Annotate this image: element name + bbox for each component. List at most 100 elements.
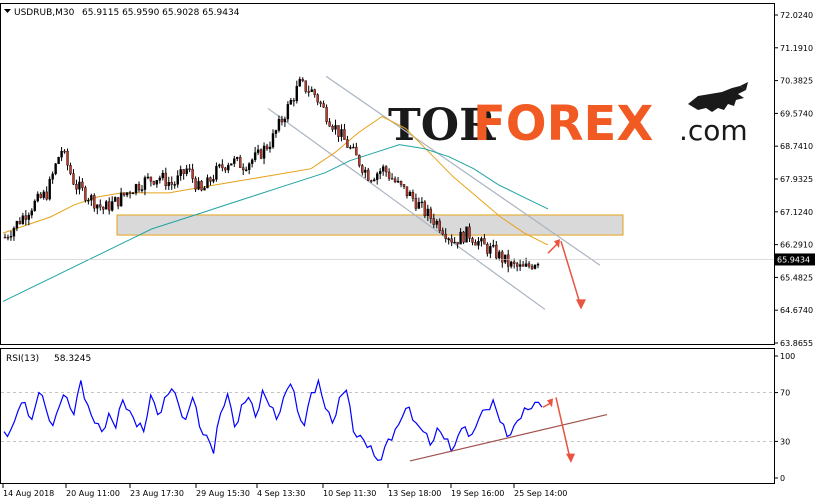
candle-body bbox=[93, 195, 96, 209]
candle-body bbox=[387, 171, 391, 179]
candle-body bbox=[84, 187, 87, 201]
price-layer bbox=[2, 75, 774, 310]
candle-body bbox=[298, 79, 301, 87]
candle-body bbox=[352, 146, 355, 149]
candle-body bbox=[200, 180, 203, 191]
candle-body bbox=[242, 167, 245, 171]
candle-body bbox=[378, 171, 382, 174]
candle-body bbox=[182, 169, 185, 175]
candle-body bbox=[108, 201, 111, 211]
candle-body bbox=[105, 201, 108, 210]
candle-body bbox=[54, 163, 57, 175]
candle-body bbox=[349, 147, 352, 149]
candle-body bbox=[140, 189, 144, 191]
x-axis-tick-label: 13 Sep 18:00 bbox=[388, 489, 441, 498]
rsi-value: 58.3245 bbox=[54, 354, 91, 364]
candle-body bbox=[167, 182, 170, 187]
candle-body bbox=[355, 146, 358, 156]
candle-body bbox=[125, 192, 129, 196]
candle-body bbox=[247, 163, 251, 170]
candle-body bbox=[331, 126, 334, 130]
candle-body bbox=[209, 177, 212, 182]
candle-body bbox=[63, 150, 66, 153]
candle-body bbox=[337, 125, 340, 137]
candle-body bbox=[423, 201, 427, 216]
candle-body bbox=[12, 227, 16, 237]
candle-body bbox=[307, 91, 310, 93]
candle-body bbox=[110, 201, 114, 211]
candle-body bbox=[283, 118, 287, 123]
candle-body bbox=[322, 103, 325, 108]
candle-body bbox=[390, 178, 394, 180]
candle-body bbox=[60, 150, 63, 158]
candle-body bbox=[358, 154, 361, 166]
candle-body bbox=[113, 197, 117, 202]
candle-body bbox=[489, 246, 492, 254]
price-y-tick-label: 67.9325 bbox=[780, 175, 813, 184]
candle-body bbox=[510, 261, 513, 267]
candle-body bbox=[265, 145, 269, 150]
rsi-forecast-up-arrowhead bbox=[547, 398, 553, 408]
forecast-up-arrow bbox=[547, 242, 559, 254]
ohlc-values: 65.9115 65.9590 65.9028 65.9434 bbox=[82, 8, 240, 18]
candle-body bbox=[432, 218, 435, 225]
candle-body bbox=[435, 220, 438, 225]
candle-body bbox=[78, 181, 81, 190]
logo-part-tor: TOR bbox=[388, 100, 496, 151]
candle-body bbox=[253, 152, 257, 161]
x-axis-tick-label: 19 Sep 16:00 bbox=[451, 489, 504, 498]
price-y-tick-label: 64.6740 bbox=[780, 306, 813, 315]
candle-body bbox=[468, 226, 471, 239]
candle-body bbox=[420, 201, 424, 204]
x-axis-tick-label: 4 Sep 13:30 bbox=[257, 489, 305, 498]
candle-body bbox=[36, 193, 39, 202]
candle-body bbox=[289, 100, 293, 105]
x-axis-tick-label: 25 Sep 14:00 bbox=[514, 489, 567, 498]
candle-body bbox=[24, 215, 28, 220]
candle-body bbox=[530, 265, 534, 269]
channel-lower-line bbox=[267, 107, 546, 310]
candle-body bbox=[381, 166, 385, 172]
candle-body bbox=[536, 263, 540, 266]
rsi-layer bbox=[1, 378, 774, 463]
candle-body bbox=[185, 168, 188, 175]
candle-body bbox=[39, 193, 42, 198]
candle-body bbox=[116, 197, 120, 207]
triangle-down-icon[interactable] bbox=[4, 9, 11, 13]
moving-average-line bbox=[2, 144, 549, 302]
candle-body bbox=[99, 204, 102, 208]
price-y-tick-label: 70.3825 bbox=[780, 77, 813, 86]
x-axis-tick-label: 14 Aug 2018 bbox=[3, 489, 54, 498]
candle-body bbox=[227, 164, 230, 171]
candle-body bbox=[474, 242, 477, 246]
candle-body bbox=[512, 261, 516, 264]
candle-body bbox=[158, 177, 162, 181]
candle-body bbox=[236, 157, 239, 159]
price-y-tick-label: 66.2910 bbox=[780, 241, 813, 250]
candle-body bbox=[155, 180, 159, 185]
candle-body bbox=[149, 176, 153, 182]
candle-body bbox=[274, 130, 278, 134]
candle-body bbox=[361, 165, 364, 173]
candle-body bbox=[429, 208, 433, 219]
candle-body bbox=[33, 200, 36, 211]
candle-body bbox=[271, 133, 275, 148]
candle-body bbox=[57, 157, 60, 164]
symbol-label: USDRUB,M30 bbox=[14, 8, 75, 18]
bull-icon bbox=[688, 82, 748, 112]
candle-body bbox=[453, 241, 456, 244]
rsi-forecast-down-arrow bbox=[555, 397, 571, 459]
candle-body bbox=[492, 244, 495, 247]
current-price-label: 65.9434 bbox=[777, 255, 810, 264]
candle-body bbox=[134, 184, 138, 194]
candle-body bbox=[51, 173, 54, 180]
candle-body bbox=[450, 238, 453, 243]
rsi-trend-line bbox=[409, 413, 608, 462]
candle-body bbox=[447, 238, 450, 240]
candle-body bbox=[456, 241, 459, 245]
candle-body bbox=[346, 139, 349, 148]
rsi-line bbox=[3, 378, 543, 461]
candle-body bbox=[411, 191, 415, 199]
candle-body bbox=[146, 176, 150, 179]
candle-body bbox=[256, 149, 260, 153]
